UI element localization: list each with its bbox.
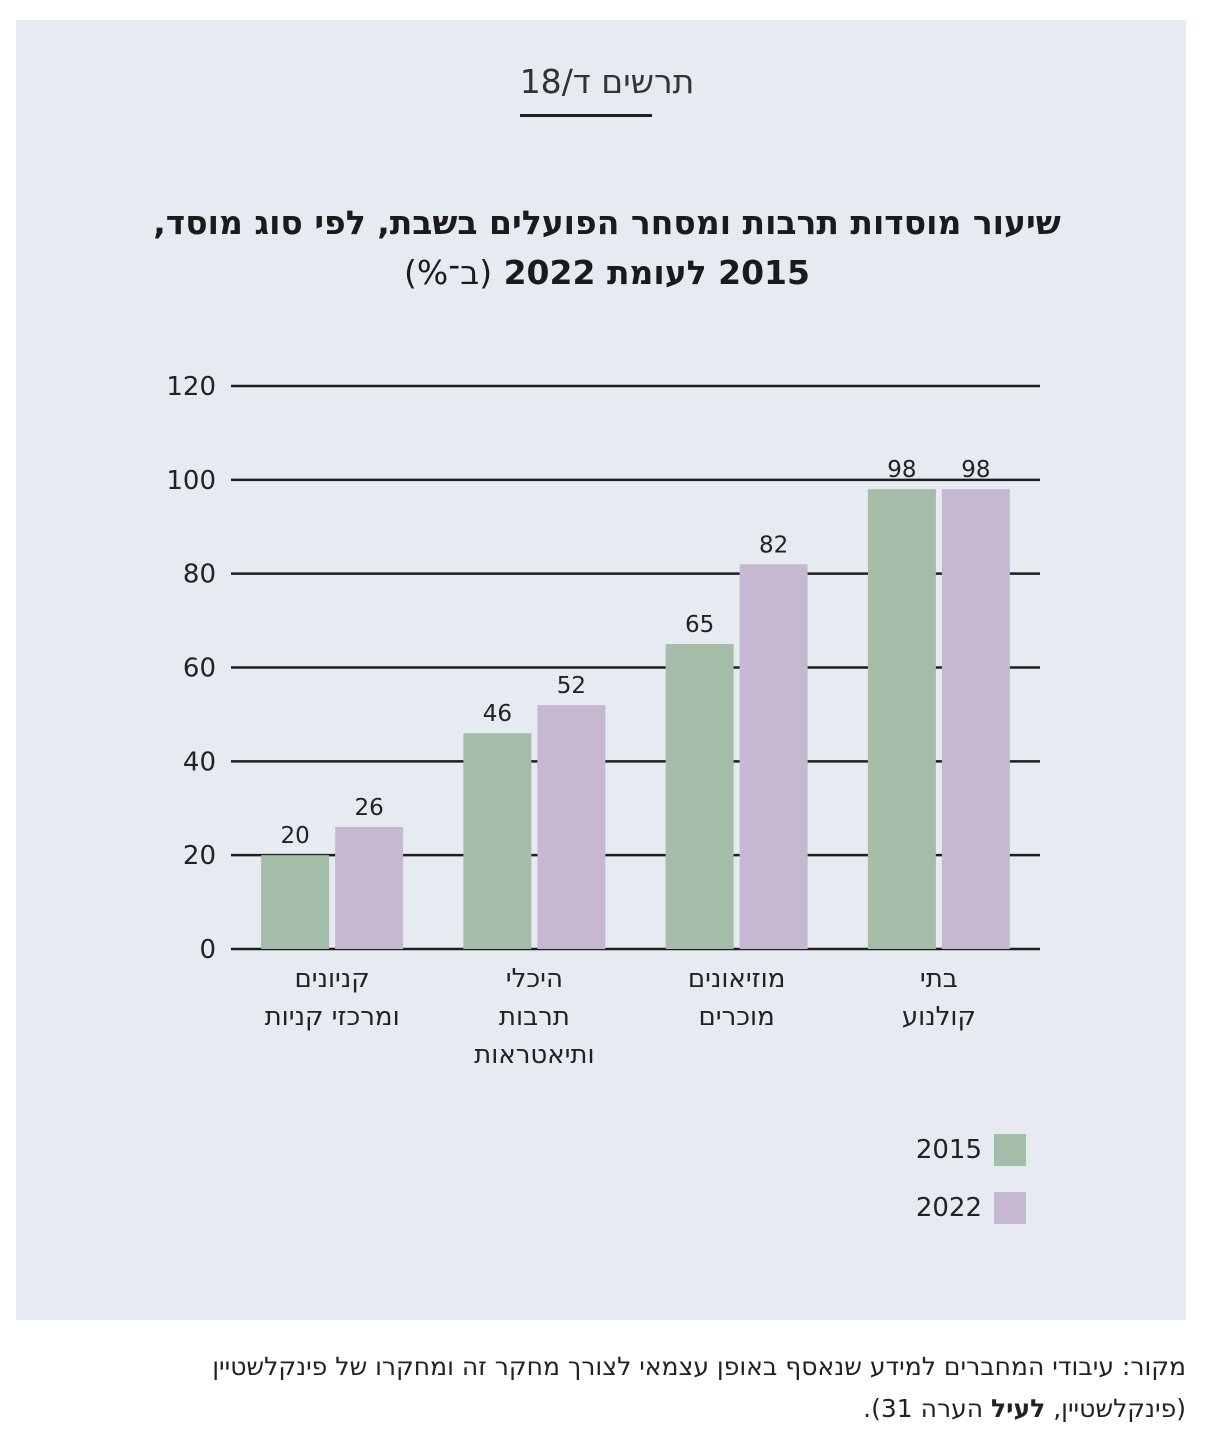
- y-tick-label: 80: [183, 560, 216, 590]
- source-line2: (פינקלשטיין, לעיל הערה 31).: [16, 1388, 1186, 1430]
- category-label-line: בתי: [919, 964, 958, 994]
- source-line2-a: (פינקלשטיין,: [1045, 1394, 1186, 1423]
- bar-2015: [665, 644, 734, 949]
- legend-swatch-2022: [994, 1192, 1026, 1224]
- chart-title-line2: 2015 לעומת 2022 (ב־%): [60, 248, 1154, 298]
- source-line2-bold: לעיל: [991, 1394, 1046, 1423]
- y-tick-label: 40: [183, 747, 216, 777]
- category-label: היכלי תרבות ותיאטראות: [434, 960, 634, 1074]
- bar-value-label: 98: [961, 457, 990, 483]
- chart-title: שיעור מוסדות תרבות ומסחר הפועלים בשבת, ל…: [60, 198, 1154, 298]
- bar-value-label: 26: [354, 795, 383, 821]
- legend-swatch-2015: [994, 1134, 1026, 1166]
- y-tick-label: 20: [183, 841, 216, 871]
- chart-title-years: 2015 לעומת 2022: [503, 253, 810, 292]
- category-label-line: קולנוע: [901, 1002, 976, 1032]
- legend-item-2015: 2015: [900, 1134, 1026, 1168]
- figure-divider: [520, 114, 652, 117]
- y-tick-label: 120: [166, 372, 216, 402]
- bar-value-label: 82: [759, 532, 788, 558]
- figure-label: תרשים ד/18: [519, 62, 695, 101]
- y-tick-label: 100: [166, 466, 216, 496]
- bar-2022: [335, 827, 404, 949]
- bar-value-label: 46: [483, 701, 512, 727]
- bar-2022: [739, 564, 808, 949]
- source-line1: מקור: עיבודי המחברים למידע שנאסף באופן ע…: [212, 1352, 1186, 1381]
- bar-value-labels: 20 26 46 52 65 82 98 98: [280, 457, 990, 849]
- category-label-line: ומרכזי קניות: [264, 1002, 400, 1032]
- y-tick-label: 60: [183, 654, 216, 684]
- bar-value-label: 65: [685, 612, 714, 638]
- bar-value-label: 52: [557, 673, 586, 699]
- bar-2015: [867, 489, 936, 949]
- bar-2022: [537, 705, 606, 949]
- bar-2015: [463, 733, 532, 949]
- category-label-line: מוכרים: [698, 1002, 775, 1032]
- bar-2022: [941, 489, 1010, 949]
- bar-chart: 0 20 40 60 80 100 120 20 26 46 52 65 82 98 98: [166, 372, 1040, 965]
- source-note: מקור: עיבודי המחברים למידע שנאסף באופן ע…: [16, 1346, 1186, 1430]
- category-label: קניונים ומרכזי קניות: [232, 960, 432, 1036]
- category-label-line: ותיאטראות: [474, 1040, 595, 1070]
- source-line2-b: הערה 31).: [863, 1394, 991, 1423]
- category-label-line: קניונים: [294, 964, 370, 994]
- legend-label-2022: 2022: [915, 1193, 982, 1223]
- legend-item-2022: 2022: [900, 1192, 1026, 1226]
- bar-2015: [261, 855, 330, 949]
- bars: [261, 489, 1010, 949]
- category-label-line: היכלי: [505, 964, 563, 994]
- category-label: מוזיאונים מוכרים: [637, 960, 837, 1036]
- category-label-line: תרבות: [498, 1002, 570, 1032]
- legend-label-2015: 2015: [915, 1135, 982, 1165]
- chart-title-unit: (ב־%): [404, 253, 493, 292]
- y-axis-tick-labels: 0 20 40 60 80 100 120: [166, 372, 216, 965]
- y-tick-label: 0: [199, 935, 216, 965]
- bar-value-label: 98: [887, 457, 916, 483]
- category-label-line: מוזיאונים: [687, 964, 786, 994]
- category-label: בתי קולנוע: [839, 960, 1039, 1036]
- chart-title-line1: שיעור מוסדות תרבות ומסחר הפועלים בשבת, ל…: [153, 203, 1061, 242]
- bar-value-label: 20: [280, 823, 309, 849]
